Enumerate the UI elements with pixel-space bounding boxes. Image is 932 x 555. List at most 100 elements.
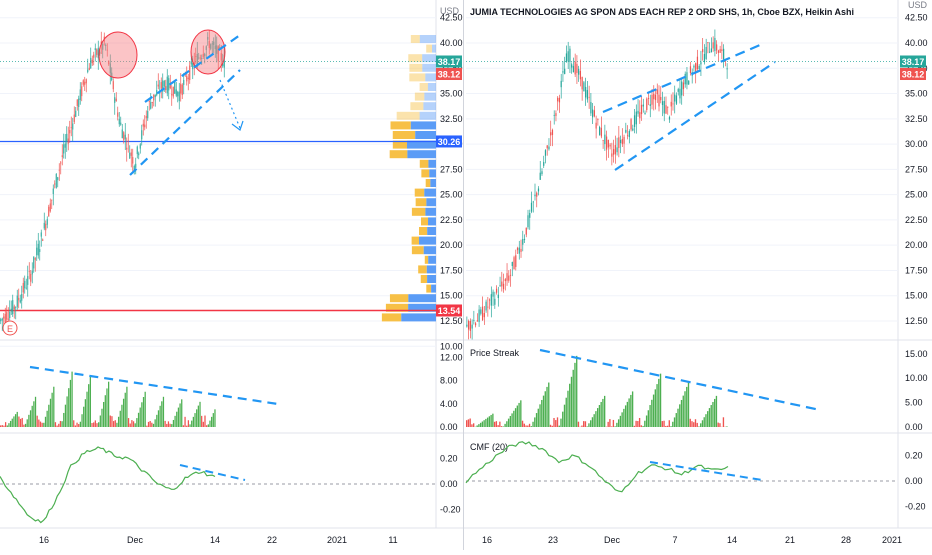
streak-bar (66, 396, 67, 427)
volume-profile-bar-up (425, 73, 436, 81)
streak-bar (506, 421, 507, 427)
time-tick-label: 7 (672, 535, 677, 545)
candle-body (489, 300, 490, 301)
streak-bar (571, 377, 572, 427)
streak-bar (642, 426, 643, 427)
volume-profile-bar-down (411, 35, 420, 43)
candle-body (615, 145, 616, 154)
axis-tick-label: 15.00 (905, 291, 928, 301)
event-marker[interactable]: E (3, 321, 17, 335)
candle-body (3, 317, 4, 319)
streak-bar (196, 409, 197, 427)
candle-body (700, 62, 701, 64)
top-highlight-circle-1[interactable] (99, 32, 137, 78)
right-streak-trend[interactable] (540, 350, 820, 410)
candle-body (625, 130, 626, 133)
volume-profile-bar-up (420, 112, 436, 120)
streak-bar (524, 424, 525, 427)
streak-bar (20, 419, 21, 427)
streak-bar (93, 422, 94, 427)
candle-body (604, 135, 605, 144)
streak-bar (106, 388, 107, 427)
streak-bar (620, 416, 621, 427)
candle-body (704, 54, 705, 62)
streak-bar (158, 410, 159, 427)
candle-body (503, 284, 504, 289)
streak-bar (702, 420, 703, 427)
time-tick-label: 22 (267, 535, 277, 545)
volume-profile-bar-up (408, 294, 436, 302)
streak-bar (573, 370, 574, 427)
streak-bar (576, 356, 577, 427)
candle-body (667, 107, 668, 108)
streak-bar (166, 424, 167, 427)
candle-body (520, 249, 521, 252)
streak-bar (621, 412, 622, 427)
streak-bar (511, 413, 512, 427)
candle-body (42, 239, 43, 240)
candle-body (81, 86, 82, 96)
streak-bar (531, 426, 532, 427)
right-cmf-trend[interactable] (650, 462, 762, 480)
streak-bar (25, 424, 26, 427)
streak-bar (23, 425, 24, 427)
candle-body (466, 325, 467, 327)
volume-profile-bar-up (401, 313, 436, 321)
volume-profile-bar-up (428, 160, 436, 168)
streak-bar (611, 426, 612, 427)
candle-body (17, 296, 18, 307)
candle-body (522, 239, 523, 245)
candle-body (114, 97, 115, 103)
candle-body (623, 137, 624, 144)
volume-profile-bar-up (415, 131, 436, 139)
streak-bar (705, 414, 706, 427)
streak-bar (38, 420, 39, 427)
axis-tick-label: 5.00 (905, 398, 923, 408)
volume-profile (382, 35, 436, 321)
candle-body (71, 127, 72, 128)
streak-bar (138, 413, 139, 427)
candle-body (32, 271, 33, 275)
top-highlight-circle-2[interactable] (191, 30, 225, 74)
candle-body (498, 295, 499, 298)
streak-bar (12, 419, 13, 427)
volume-profile-bar-down (397, 112, 420, 120)
volume-profile-bar-down (421, 275, 427, 283)
candle-body (671, 102, 672, 107)
volume-profile-bar-up (425, 208, 436, 216)
streak-bar (639, 418, 640, 427)
streak-bar (503, 426, 504, 427)
candle-body (707, 42, 708, 43)
candle-body (78, 99, 79, 107)
candle-body (622, 139, 623, 144)
left-annotations[interactable] (99, 30, 243, 175)
streak-bar (485, 419, 486, 427)
candle-body (641, 105, 642, 114)
candle-body (14, 307, 15, 310)
candle-body (161, 82, 162, 89)
right-annotations[interactable] (603, 45, 775, 170)
streak-bar (209, 421, 210, 427)
right-channel-lower[interactable] (615, 62, 775, 170)
streak-bar (688, 383, 689, 427)
candle-body (646, 99, 647, 110)
left-cmf-trend[interactable] (180, 465, 245, 480)
streak-bar (143, 397, 144, 427)
streak-bar (644, 421, 645, 427)
candle-body (128, 141, 129, 142)
streak-bar (723, 417, 724, 427)
candle-body (66, 134, 67, 142)
candle-body (540, 173, 541, 180)
streak-bar (181, 399, 182, 427)
volume-profile-bar-down (382, 313, 401, 321)
streak-bar (27, 419, 28, 427)
streak-bar (103, 402, 104, 427)
volume-profile-bar-down (426, 45, 432, 53)
streak-bar (578, 422, 579, 427)
candle-body (709, 52, 710, 53)
streak-bar (10, 421, 11, 427)
candle-body (527, 215, 528, 227)
